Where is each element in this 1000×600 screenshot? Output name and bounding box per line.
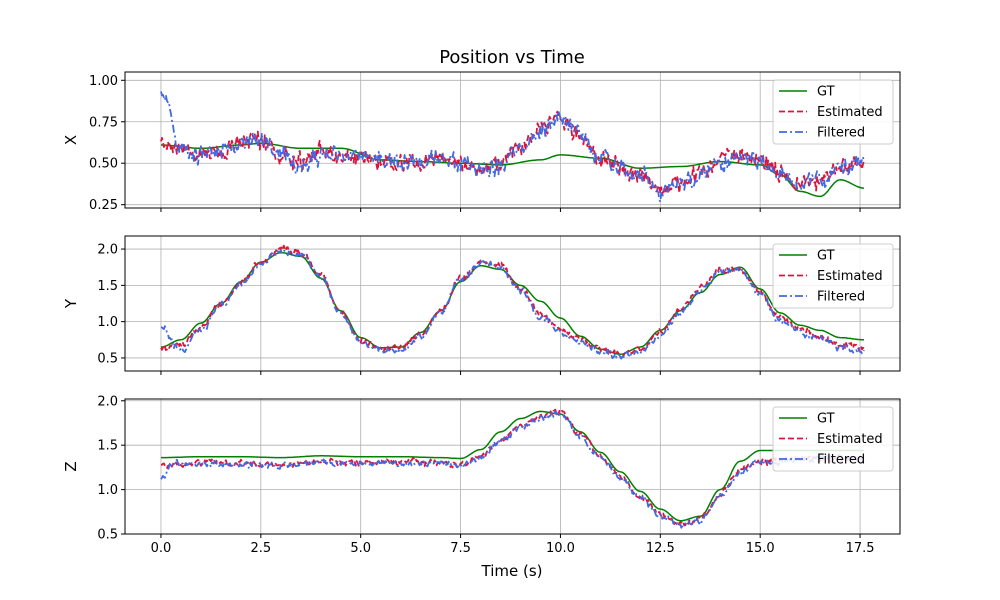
axes-frame <box>124 71 901 209</box>
series-group <box>160 91 865 203</box>
x-tick-label: 12.5 <box>646 541 675 556</box>
series-line-estimated <box>160 110 865 195</box>
y-axis-label: Y <box>62 298 80 309</box>
y-tick-label: 1.5 <box>97 439 118 454</box>
chart-title: Position vs Time <box>439 47 585 68</box>
subplot-y: 0.5 1.0 1.5 2.0 Y GT Estimated Filtered <box>62 235 901 375</box>
subplot-z: 0.5 1.0 1.5 2.0 0.0 2.5 5.0 7.5 10.0 12.5 15.0 17.5… <box>62 394 901 556</box>
series-line-filtered <box>160 249 865 360</box>
x-tick-label: 7.5 <box>450 541 471 556</box>
legend-label-filtered: Filtered <box>817 453 865 468</box>
y-tick-label: 1.0 <box>97 483 118 498</box>
legend: GT Estimated Filtered <box>772 406 894 472</box>
legend-label-gt: GT <box>817 85 835 100</box>
legend-label-filtered: Filtered <box>817 126 865 141</box>
y-tick-label: 0.5 <box>97 351 118 366</box>
legend-box <box>772 406 894 472</box>
x-axis-label: Time (s) <box>481 562 543 580</box>
y-tick-label: 1.0 <box>97 315 118 330</box>
x-tick-label: 15.0 <box>746 541 775 556</box>
x-tick-label: 0.0 <box>151 541 172 556</box>
series-group <box>160 244 865 360</box>
legend-label-estimated: Estimated <box>817 269 883 284</box>
subplot-x: 0.25 0.50 0.75 1.00 X GT Estimated Filtered <box>62 71 901 213</box>
legend-box <box>772 243 894 309</box>
series-line-estimated <box>160 408 865 527</box>
series-line-filtered <box>160 91 865 203</box>
y-tick-label: 0.50 <box>89 157 118 172</box>
y-tick-label: 0.75 <box>89 115 118 130</box>
legend: GT Estimated Filtered <box>772 79 894 145</box>
legend-label-gt: GT <box>817 249 835 264</box>
x-tick-label: 17.5 <box>846 541 875 556</box>
y-axis-label: Z <box>62 461 80 471</box>
series-line-filtered <box>160 410 865 529</box>
series-group <box>160 408 865 529</box>
y-tick-label: 1.5 <box>97 279 118 294</box>
series-line-gt <box>161 410 864 522</box>
series-line-estimated <box>160 244 865 358</box>
y-axis-label: X <box>62 135 80 145</box>
legend-label-estimated: Estimated <box>817 432 883 447</box>
y-tick-label: 1.00 <box>89 74 118 89</box>
y-tick-label: 0.25 <box>89 198 118 213</box>
legend-label-estimated: Estimated <box>817 105 883 120</box>
y-tick-label: 0.5 <box>97 528 118 543</box>
x-tick-label: 2.5 <box>250 541 271 556</box>
y-tick-label: 2.0 <box>97 394 118 409</box>
legend-box <box>772 79 894 145</box>
axes-frame <box>124 398 901 535</box>
y-tick-label: 2.0 <box>97 243 118 258</box>
x-tick-label: 5.0 <box>350 541 371 556</box>
axes-frame <box>124 235 901 372</box>
legend: GT Estimated Filtered <box>772 243 894 309</box>
x-tick-label: 10.0 <box>546 541 575 556</box>
series-line-gt <box>160 251 864 356</box>
legend-label-gt: GT <box>817 412 835 427</box>
legend-label-filtered: Filtered <box>817 290 865 305</box>
